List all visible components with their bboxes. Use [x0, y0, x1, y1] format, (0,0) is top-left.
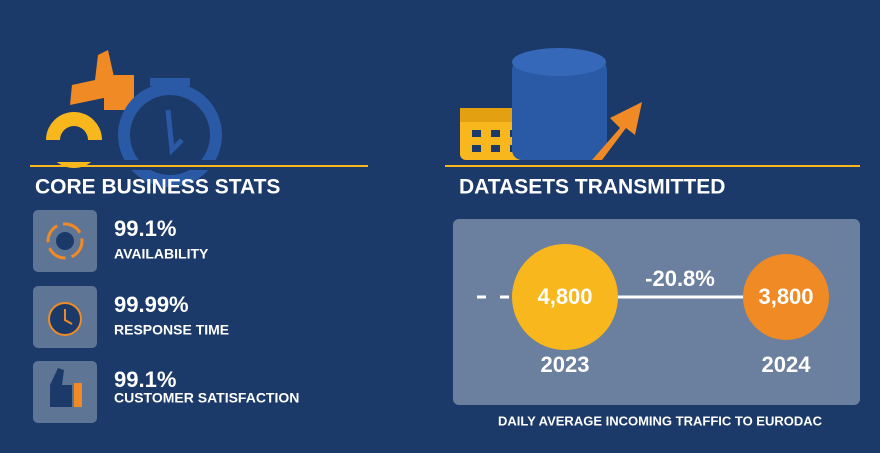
year-bubble [743, 254, 829, 340]
year-label: 2023 [541, 352, 590, 377]
stat-label: CUSTOMER SATISFACTION [114, 390, 299, 406]
stat-value: 99.99% [114, 292, 189, 317]
change-label: -20.8% [645, 266, 715, 291]
stat-value: 99.1% [114, 367, 176, 392]
stat-label: RESPONSE TIME [114, 322, 229, 338]
stat-box [33, 210, 97, 272]
caption: DAILY AVERAGE INCOMING TRAFFIC TO EURODA… [498, 413, 823, 428]
left-header-icons [40, 50, 230, 187]
stat-box [33, 361, 97, 423]
right-header-icons [460, 48, 642, 160]
stat-label: AVAILABILITY [114, 246, 209, 262]
year-label: 2024 [762, 352, 812, 377]
stat-box [33, 286, 97, 348]
bubble-value: 3,800 [758, 284, 813, 309]
bubble-value: 4,800 [537, 284, 592, 309]
section-title: CORE BUSINESS STATS [35, 176, 280, 199]
year-bubble [512, 244, 618, 350]
section-title: DATASETS TRANSMITTED [459, 176, 725, 199]
stat-value: 99.1% [114, 216, 176, 241]
